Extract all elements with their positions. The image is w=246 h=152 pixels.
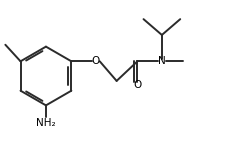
Text: O: O <box>92 56 100 66</box>
Text: NH₂: NH₂ <box>36 118 56 128</box>
Text: N: N <box>158 56 166 66</box>
Text: O: O <box>133 80 141 90</box>
